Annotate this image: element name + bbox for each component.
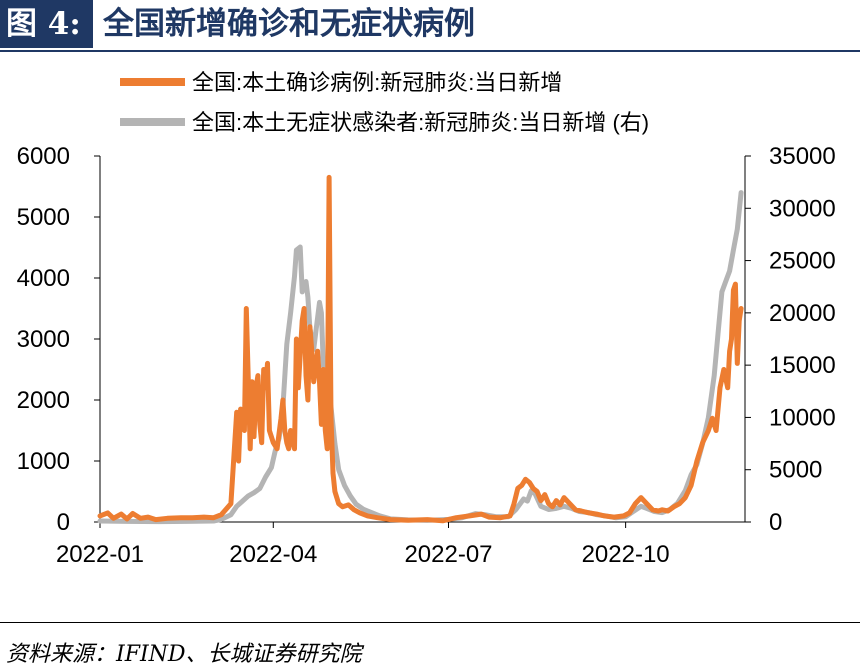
series-line-confirmed [97,174,744,524]
legend-label-asymptomatic: 全国:本土无症状感染者:新冠肺炎:当日新增 (右) [192,110,649,135]
left-tick-label: 5000 [17,204,70,231]
left-tick-label: 4000 [17,265,70,292]
figure-title: 全国新增确诊和无症状病例 [103,6,475,42]
x-tick-label: 2022-01 [56,541,144,568]
line-chart: 全国:本土确诊病例:新冠肺炎:当日新增 全国:本土无症状感染者:新冠肺炎:当日新… [17,70,836,568]
x-tick-label: 2022-10 [582,541,670,568]
title-divider [0,50,860,52]
x-tick-label: 2022-07 [404,541,492,568]
right-tick-label: 30000 [769,195,836,222]
right-tick-label: 5000 [769,457,822,484]
right-tick-label: 20000 [769,300,836,327]
plot-area [97,174,744,525]
left-tick-label: 6000 [17,143,70,170]
source-divider [0,622,860,623]
figure-header: 图 4: 全国新增确诊和无症状病例 [0,0,860,52]
right-tick-label: 0 [769,509,782,536]
chart-legend: 全国:本土确诊病例:新冠肺炎:当日新增 全国:本土无症状感染者:新冠肺炎:当日新… [120,70,649,135]
left-tick-label: 3000 [17,326,70,353]
figure-number: 图 4: [0,0,93,48]
right-tick-label: 35000 [769,143,836,170]
right-tick-label: 15000 [769,352,836,379]
left-tick-label: 2000 [17,387,70,414]
x-tick-label: 2022-04 [229,541,317,568]
right-tick-label: 25000 [769,248,836,275]
series-line-asymptomatic [97,190,744,525]
left-tick-label: 0 [57,509,70,536]
source-note: 资料来源：IFIND、长城证券研究院 [6,642,362,667]
chart-axes: 0 1000 2000 3000 4000 5000 6000 0 5000 10000 15000… [17,143,836,568]
right-tick-label: 10000 [769,404,836,431]
legend-label-confirmed: 全国:本土确诊病例:新冠肺炎:当日新增 [192,70,562,95]
left-tick-label: 1000 [17,448,70,475]
